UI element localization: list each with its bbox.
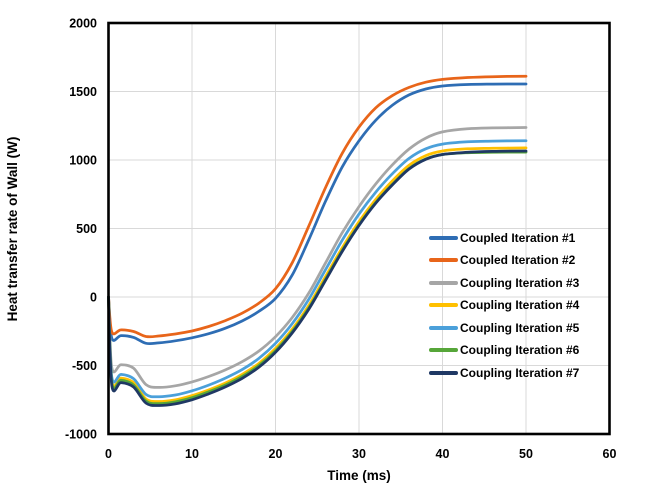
legend-swatch-3: [429, 280, 458, 285]
series-line-2: [107, 74, 528, 339]
series-line-5: [107, 139, 528, 399]
legend-swatch-2: [429, 258, 458, 263]
x-tick-label: 10: [185, 447, 199, 461]
series-lines: [107, 74, 528, 407]
x-tick-label: 20: [269, 447, 283, 461]
legend-label-3: Coupling Iteration #3: [460, 275, 580, 290]
legend-label-6: Coupling Iteration #6: [460, 343, 580, 358]
legend-swatch-5: [429, 325, 458, 330]
legend-item-7: Coupling Iteration #7: [429, 365, 579, 381]
x-axis-tick-labels: 0 10 20 30 40 50 60: [105, 447, 616, 461]
legend-label-2: Coupled Iteration #2: [460, 253, 576, 268]
y-tick-label: 1000: [69, 154, 97, 168]
legend-item-5: Coupling Iteration #5: [429, 320, 579, 336]
series-line-4: [107, 146, 528, 403]
x-tick-label: 60: [603, 447, 617, 461]
legend-label-7: Coupling Iteration #7: [460, 365, 580, 380]
legend-label-1: Coupled Iteration #1: [460, 230, 576, 245]
series-line-3: [107, 126, 528, 389]
legend-swatch-1: [429, 235, 458, 240]
legend-swatch-4: [429, 303, 458, 308]
x-tick-label: 30: [352, 447, 366, 461]
x-tick-label: 0: [105, 447, 112, 461]
y-tick-label: 2000: [69, 17, 97, 31]
legend-label-5: Coupling Iteration #5: [460, 320, 580, 335]
legend-item-3: Coupling Iteration #3: [429, 275, 579, 291]
legend-item-1: Coupled Iteration #1: [429, 230, 579, 246]
legend-swatch-7: [429, 370, 458, 375]
y-tick-label: -1000: [65, 428, 97, 442]
legend-item-2: Coupled Iteration #2: [429, 253, 579, 269]
x-tick-label: 40: [436, 447, 450, 461]
y-axis-title: Heat transfer rate of Wall (W): [5, 137, 20, 322]
y-tick-label: 500: [76, 222, 97, 236]
legend-item-6: Coupling Iteration #6: [429, 343, 579, 359]
legend-label-4: Coupling Iteration #4: [460, 298, 580, 313]
legend: Coupled Iteration #1 Coupled Iteration #…: [429, 230, 579, 381]
plot-border: [107, 21, 611, 436]
y-tick-label: 0: [90, 291, 97, 305]
y-tick-label: -500: [72, 359, 97, 373]
x-tick-label: 50: [519, 447, 533, 461]
y-axis-tick-labels: -1000 -500 0 500 1000 1500 2000: [65, 17, 97, 442]
series-line-1: [107, 82, 528, 346]
x-axis-title: Time (ms): [327, 468, 391, 483]
y-tick-label: 1500: [69, 85, 97, 99]
series-line-7: [107, 149, 528, 407]
legend-swatch-6: [429, 348, 458, 353]
legend-item-4: Coupling Iteration #4: [429, 298, 579, 314]
